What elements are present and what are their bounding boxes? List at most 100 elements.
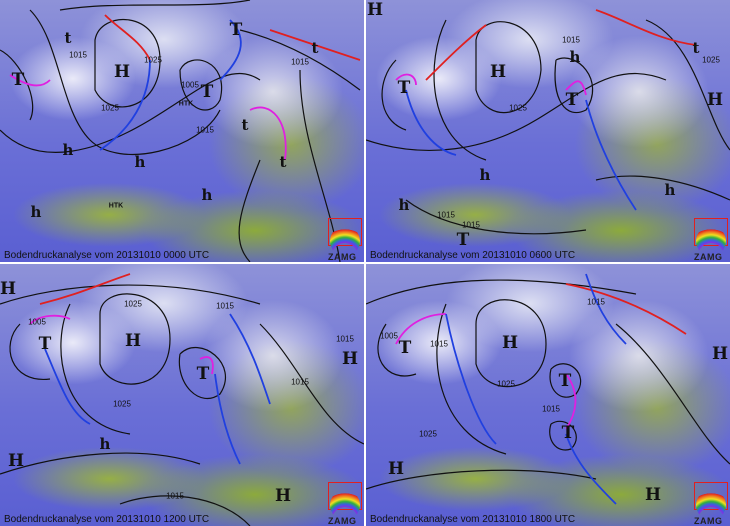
isobar-layer	[366, 273, 730, 505]
isobar-line	[475, 21, 542, 114]
cold-front-line	[585, 99, 637, 211]
cold-front-line	[214, 373, 241, 465]
isobar-value-label: 1005	[380, 331, 398, 341]
high-pressure-label: h	[99, 435, 111, 453]
isobar-value-label: 1025	[101, 103, 119, 113]
isobar-line	[0, 49, 34, 121]
low-pressure-label: T	[456, 230, 470, 250]
high-pressure-label: H	[366, 0, 384, 20]
isobar-layer	[0, 0, 361, 262]
isobar-line	[29, 9, 221, 155]
rainbow-icon	[696, 490, 726, 520]
high-pressure-label: h	[62, 141, 74, 159]
logo-text: ZAMG	[694, 516, 723, 526]
isobar-line	[59, 0, 251, 11]
high-pressure-label: h	[201, 186, 213, 204]
occlusion-line	[249, 106, 287, 161]
high-pressure-label: h	[479, 166, 491, 184]
cold-front-line	[229, 313, 271, 405]
isobar-line	[0, 284, 261, 305]
high-pressure-label: h	[30, 203, 42, 221]
high-pressure-label: h	[398, 196, 410, 214]
high-pressure-label: h	[569, 48, 581, 66]
isobar-value-label: 1015	[437, 210, 455, 220]
high-pressure-label: H	[706, 90, 724, 110]
logo-text: ZAMG	[694, 252, 723, 262]
cold-front-line	[445, 313, 497, 445]
high-pressure-label: H	[124, 331, 142, 351]
isobar-layer	[366, 9, 730, 235]
occlusion-line	[565, 80, 587, 96]
low-pressure-label: T	[398, 338, 412, 358]
isobar-value-label: 1025	[497, 379, 515, 389]
isobar-line	[645, 19, 730, 151]
isobar-line	[366, 279, 637, 305]
high-pressure-label: H	[489, 62, 507, 82]
isobar-value-label: 1025	[124, 299, 142, 309]
low-pressure-label: T	[558, 371, 572, 391]
zamg-logo: ZAMG	[694, 218, 728, 262]
isobar-value-label: 1015	[196, 125, 214, 135]
cold-front-line	[219, 19, 242, 81]
rainbow-icon	[330, 226, 360, 256]
isobar-line	[554, 57, 594, 114]
low-pressure-label: T	[11, 70, 25, 90]
isobar-line	[178, 347, 227, 400]
isobar-value-label: 1025	[144, 55, 162, 65]
isobar-value-label: 1015	[69, 50, 87, 60]
low-pressure-label: t	[64, 29, 72, 47]
low-pressure-label: T	[229, 20, 243, 40]
zamg-logo: ZAMG	[328, 218, 362, 262]
logo-text: ZAMG	[328, 252, 357, 262]
cold-front-line	[44, 348, 91, 425]
isobar-line	[433, 19, 487, 161]
low-pressure-label: T	[397, 78, 411, 98]
high-pressure-label: H	[341, 349, 359, 369]
isobar-value-label: 1015	[542, 404, 560, 414]
high-pressure-label: H	[387, 459, 405, 479]
panel-caption: Bodendruckanalyse vom 20131010 0000 UTC	[4, 250, 210, 261]
occlusion-line	[29, 314, 71, 325]
isobar-line	[436, 303, 507, 455]
isobar-value-label: 1015	[587, 297, 605, 307]
isobar-value-label: 1015	[216, 301, 234, 311]
isobar-value-label: 1015	[462, 220, 480, 230]
isobar-value-label: 1015	[562, 35, 580, 45]
isobar-layer	[0, 273, 364, 526]
warm-front-line	[39, 273, 131, 305]
isobar-value-label: 1025	[113, 399, 131, 409]
isobar-line	[259, 323, 364, 445]
isobar-line	[405, 199, 587, 235]
isobar-value-label: 1025	[509, 103, 527, 113]
isobar-value-label: 1015	[430, 339, 448, 349]
high-pressure-label: H	[0, 279, 17, 299]
occlusion-line	[395, 313, 447, 345]
low-pressure-label: T	[196, 364, 210, 384]
isobar-line	[0, 72, 261, 153]
low-pressure-label: T	[565, 90, 579, 110]
cold-front-line	[405, 89, 457, 156]
low-pressure-label: t	[311, 39, 319, 57]
isobar-value-label: 1005	[181, 80, 199, 90]
isobar-line	[9, 323, 51, 380]
low-pressure-label: t	[692, 39, 700, 57]
panel-caption: Bodendruckanalyse vom 20131010 1800 UTC	[370, 514, 576, 525]
isobar-value-label: 1015	[166, 491, 184, 501]
isobar-value-label: 1015	[291, 57, 309, 67]
isobar-line	[381, 59, 407, 131]
isobar-line	[366, 72, 667, 152]
zamg-logo: ZAMG	[328, 482, 362, 526]
isobar-line	[615, 323, 730, 465]
isobar-line	[179, 59, 223, 111]
isobar-line	[377, 323, 417, 377]
zamg-logo: ZAMG	[694, 482, 728, 526]
warm-front-line	[269, 29, 361, 61]
high-pressure-label: H	[7, 451, 25, 471]
warm-front-line	[595, 9, 697, 46]
high-pressure-label: H	[644, 485, 662, 505]
isobar-value-label: 1015	[291, 377, 309, 387]
cold-front-line	[585, 273, 627, 345]
